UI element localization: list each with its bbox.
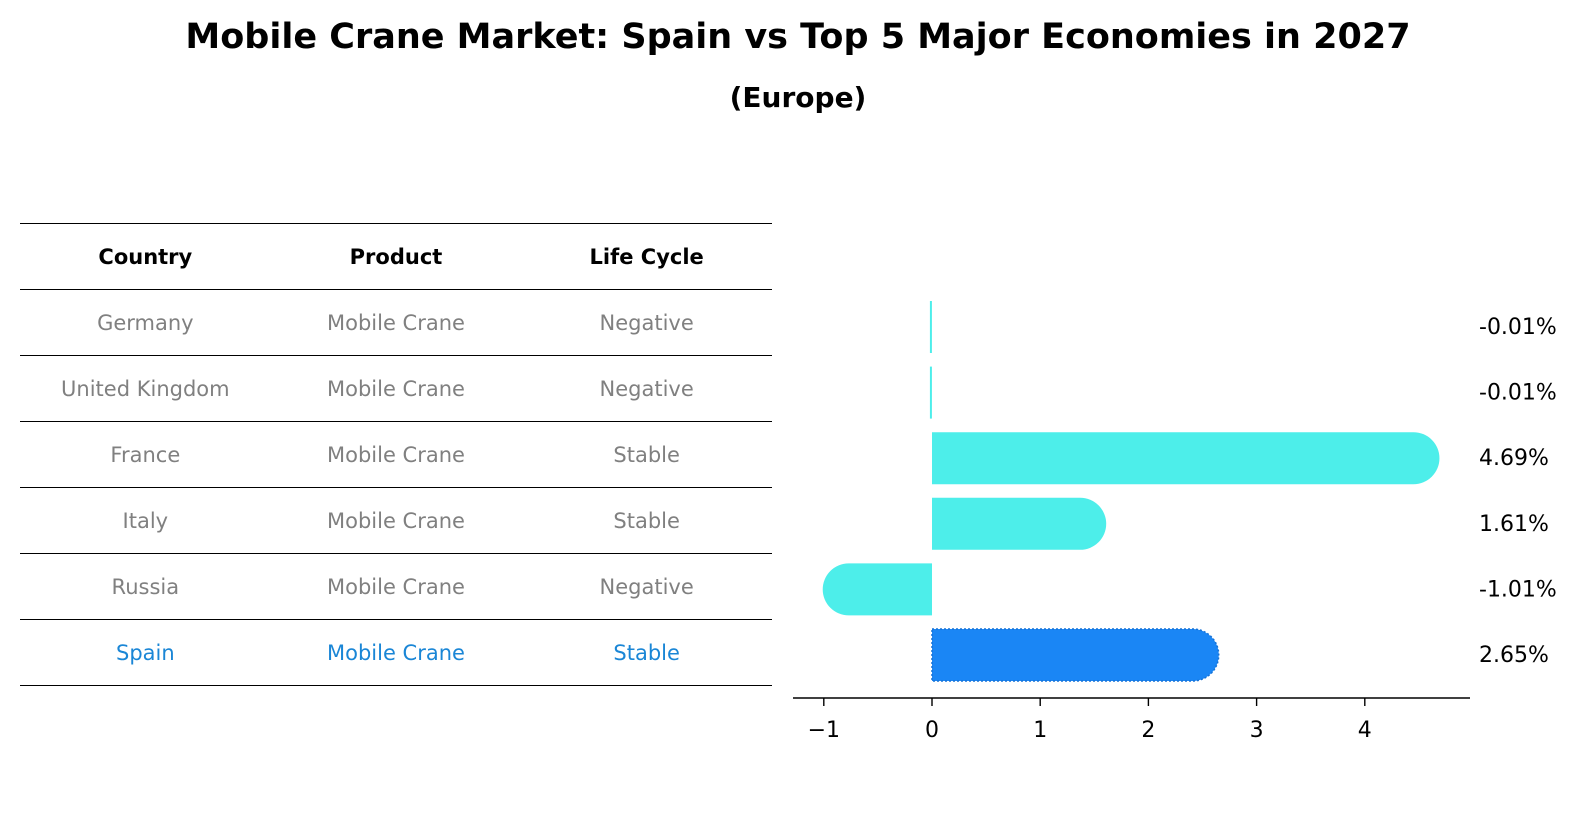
bar-spain bbox=[931, 628, 1220, 682]
country-table: Country Product Life Cycle Germany Mobil… bbox=[20, 223, 772, 686]
cell-country: France bbox=[20, 421, 271, 488]
table-row: Italy Mobile Crane Stable bbox=[20, 487, 772, 554]
x-tick-label: 1 bbox=[1033, 718, 1047, 743]
data-label: -0.01% bbox=[1479, 315, 1557, 340]
table-row: Germany Mobile Crane Negative bbox=[20, 289, 772, 356]
x-tick-label: −1 bbox=[808, 718, 840, 743]
bars-layer bbox=[822, 301, 1440, 682]
bar-russia bbox=[822, 563, 932, 616]
cell-product: Mobile Crane bbox=[270, 421, 522, 488]
bar-italy bbox=[932, 497, 1107, 550]
cell-life-cycle: Negative bbox=[521, 355, 772, 422]
bar-france bbox=[932, 432, 1440, 485]
column-header-life-cycle: Life Cycle bbox=[521, 223, 772, 290]
cell-product: Mobile Crane bbox=[270, 619, 522, 686]
cell-product: Mobile Crane bbox=[270, 487, 522, 554]
data-label: 2.65% bbox=[1479, 643, 1549, 668]
cell-country: United Kingdom bbox=[20, 355, 271, 422]
cell-life-cycle: Negative bbox=[521, 553, 772, 620]
x-tick-label: 4 bbox=[1358, 718, 1372, 743]
column-header-product: Product bbox=[270, 223, 522, 290]
x-tick-label: 2 bbox=[1141, 718, 1155, 743]
chart-title: Mobile Crane Market: Spain vs Top 5 Majo… bbox=[185, 17, 1411, 57]
cell-life-cycle: Stable bbox=[521, 421, 772, 488]
cell-life-cycle: Negative bbox=[521, 289, 772, 356]
cell-country: Spain bbox=[20, 619, 271, 686]
column-header-country: Country bbox=[20, 223, 271, 290]
cell-country: Italy bbox=[20, 487, 271, 554]
cell-product: Mobile Crane bbox=[270, 289, 522, 356]
cell-life-cycle: Stable bbox=[521, 619, 772, 686]
cell-product: Mobile Crane bbox=[270, 553, 522, 620]
data-label: -0.01% bbox=[1479, 381, 1557, 406]
data-labels-layer: -0.01% -0.01% 4.69% 1.61% -1.01% 2.65% bbox=[1479, 315, 1557, 668]
cell-life-cycle: Stable bbox=[521, 487, 772, 554]
x-tick-label: 0 bbox=[925, 718, 939, 743]
x-ticks-layer: −1 0 1 2 3 4 bbox=[808, 698, 1372, 743]
table-header-row: Country Product Life Cycle bbox=[20, 223, 772, 290]
product-table: Country Product Life Cycle Germany Mobil… bbox=[20, 223, 772, 686]
table-row-highlight: Spain Mobile Crane Stable bbox=[20, 619, 772, 686]
data-label: -1.01% bbox=[1479, 577, 1557, 602]
cell-product: Mobile Crane bbox=[270, 355, 522, 422]
chart-subtitle: (Europe) bbox=[729, 81, 867, 114]
x-tick-label: 3 bbox=[1250, 718, 1264, 743]
bar-united-kingdom bbox=[929, 366, 932, 419]
cell-country: Russia bbox=[20, 553, 271, 620]
table-row: United Kingdom Mobile Crane Negative bbox=[20, 355, 772, 422]
data-label: 1.61% bbox=[1479, 512, 1549, 537]
cell-country: Germany bbox=[20, 289, 271, 356]
table-row: Russia Mobile Crane Negative bbox=[20, 553, 772, 620]
table-row: France Mobile Crane Stable bbox=[20, 421, 772, 488]
bar-germany bbox=[929, 301, 932, 353]
data-label: 4.69% bbox=[1479, 446, 1549, 471]
